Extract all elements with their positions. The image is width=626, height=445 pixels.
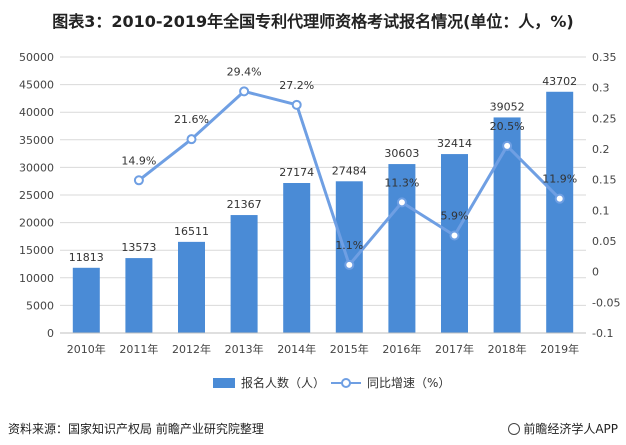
line-label: 5.9% — [441, 209, 469, 222]
right-tick-label: 0.2 — [592, 143, 610, 156]
x-tick-label: 2018年 — [488, 342, 527, 356]
x-tick-label: 2011年 — [119, 342, 158, 356]
left-tick-label: 20000 — [19, 217, 54, 230]
bar-label: 16511 — [174, 225, 209, 238]
line-point — [186, 134, 197, 145]
legend-line-label: 同比增速（%） — [367, 376, 450, 390]
brand-logo-icon — [508, 423, 521, 435]
x-axis: 2010年 2011年 2012年 2013年 2014年 2015年 2016年 2017年… — [60, 332, 586, 356]
source-note: 资料来源：国家知识产权局 前瞻产业研究院整理 — [8, 422, 264, 436]
bar — [125, 258, 153, 333]
line-point — [291, 99, 302, 110]
left-tick-label: 50000 — [19, 51, 54, 64]
line-label: 29.4% — [227, 65, 262, 78]
right-y-axis: -0.1 -0.05 0 0.05 0.1 0.15 0.2 0.25 0.3 0.35 — [592, 51, 620, 340]
line-label: 20.5% — [490, 120, 525, 133]
x-tick-label: 2014年 — [277, 342, 316, 356]
legend-bar-swatch — [213, 378, 235, 388]
right-tick-label: 0.3 — [592, 82, 610, 95]
right-tick-label: 0.05 — [592, 235, 617, 248]
x-tick-label: 2012年 — [172, 342, 211, 356]
bar-label: 39052 — [490, 100, 525, 113]
left-tick-label: 10000 — [19, 272, 54, 285]
line-point — [554, 193, 565, 204]
right-tick-label: 0.15 — [592, 174, 617, 187]
bar — [230, 215, 258, 333]
bar — [178, 241, 205, 333]
x-tick-label: 2015年 — [330, 342, 369, 356]
x-tick-label: 2019年 — [540, 342, 579, 356]
right-tick-label: 0 — [592, 266, 599, 279]
brand-name: 前瞻经济学人APP — [523, 422, 618, 436]
bar — [441, 154, 468, 333]
bar-label: 32414 — [437, 137, 472, 150]
right-tick-label: -0.1 — [592, 327, 613, 340]
bar — [388, 164, 416, 333]
bar-label: 30603 — [384, 147, 419, 160]
x-tick-label: 2010年 — [67, 342, 106, 356]
bar-label: 11813 — [69, 251, 104, 264]
right-tick-label: -0.05 — [592, 296, 620, 309]
legend-bar-label: 报名人数（人） — [241, 375, 325, 390]
legend: 报名人数（人） 同比增速（%） — [213, 375, 450, 390]
left-tick-label: 45000 — [19, 79, 54, 92]
line-label: 21.6% — [174, 113, 209, 126]
line-label: 11.9% — [542, 173, 577, 186]
line-label: 27.2% — [279, 79, 314, 92]
line-point — [239, 86, 250, 97]
left-tick-label: 35000 — [19, 134, 54, 147]
left-tick-label: 40000 — [19, 106, 54, 119]
line-point — [133, 175, 144, 186]
bar-label: 13573 — [121, 241, 156, 254]
bar — [335, 181, 363, 333]
chart-title: 图表3：2010-2019年全国专利代理师资格考试报名情况(单位：人，%) — [52, 12, 574, 31]
left-tick-label: 30000 — [19, 161, 54, 174]
left-tick-label: 0 — [47, 327, 54, 340]
line-series — [133, 86, 565, 270]
bar-label: 43702 — [542, 75, 577, 88]
line-data-labels: 14.9% 21.6% 29.4% 27.2% 1.1% 11.3% 5.9% 20.5% 11… — [121, 65, 577, 252]
bar — [283, 182, 311, 333]
bar-label: 27174 — [279, 166, 314, 179]
line-point — [396, 197, 407, 208]
bar-label: 21367 — [227, 198, 262, 211]
x-tick-label: 2017年 — [435, 342, 474, 356]
left-tick-label: 25000 — [19, 189, 54, 202]
left-tick-label: 15000 — [19, 244, 54, 257]
bar — [546, 91, 574, 334]
line-point — [449, 230, 460, 241]
right-tick-label: 0.1 — [592, 204, 610, 217]
legend-line-marker — [341, 378, 351, 388]
left-y-axis: 0 5000 10000 15000 20000 25000 30000 35000 40000… — [19, 51, 54, 340]
x-tick-label: 2013年 — [225, 342, 264, 356]
footer: 资料来源：国家知识产权局 前瞻产业研究院整理 前瞻经济学人APP — [0, 414, 626, 445]
line-label: 14.9% — [121, 154, 156, 167]
right-tick-label: 0.25 — [592, 112, 617, 125]
line-point — [344, 259, 355, 270]
bar — [72, 267, 100, 333]
chart-canvas: 11813 13573 16511 21367 27174 27484 30603 32414… — [19, 51, 620, 390]
line-point — [502, 140, 513, 151]
brand-credit: 前瞻经济学人APP — [508, 420, 618, 437]
line-label: 1.1% — [335, 239, 363, 252]
line-label: 11.3% — [384, 176, 419, 189]
bar-label: 27484 — [332, 164, 367, 177]
bar-data-labels: 11813 13573 16511 21367 27174 27484 30603 32414… — [69, 75, 577, 264]
right-tick-label: 0.35 — [592, 51, 617, 64]
x-tick-label: 2016年 — [382, 342, 421, 356]
left-tick-label: 5000 — [26, 299, 54, 312]
